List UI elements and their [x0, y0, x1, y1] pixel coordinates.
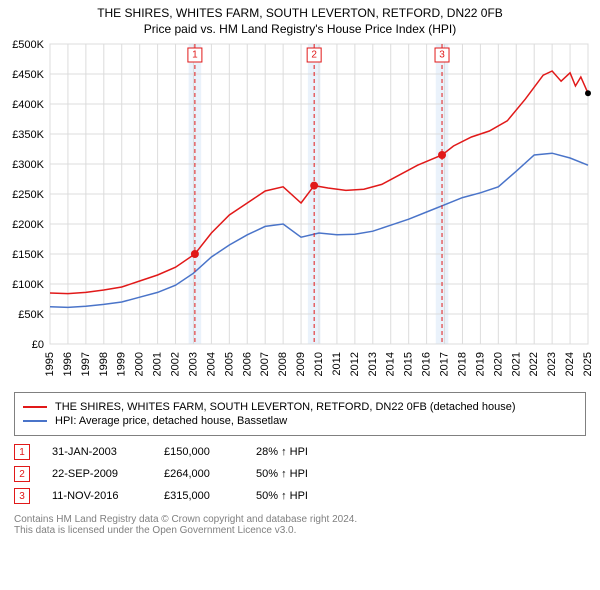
- svg-text:2: 2: [311, 50, 317, 61]
- legend-row: THE SHIRES, WHITES FARM, SOUTH LEVERTON,…: [23, 401, 577, 413]
- svg-text:2018: 2018: [456, 352, 468, 376]
- chart-title: THE SHIRES, WHITES FARM, SOUTH LEVERTON,…: [0, 6, 600, 20]
- svg-text:2024: 2024: [564, 352, 576, 376]
- svg-text:2012: 2012: [349, 352, 361, 376]
- svg-text:2022: 2022: [528, 352, 540, 376]
- event-dot-1: [191, 250, 199, 258]
- svg-text:2006: 2006: [241, 352, 253, 376]
- footer-line-1: Contains HM Land Registry data © Crown c…: [14, 514, 586, 525]
- event-date: 22-SEP-2009: [52, 468, 142, 480]
- svg-text:2003: 2003: [187, 352, 199, 376]
- svg-text:£300K: £300K: [12, 159, 44, 171]
- chart-subtitle: Price paid vs. HM Land Registry's House …: [0, 22, 600, 36]
- svg-text:1996: 1996: [62, 352, 74, 376]
- event-dot-3: [438, 151, 446, 159]
- svg-text:£500K: £500K: [12, 39, 44, 51]
- svg-text:2005: 2005: [223, 352, 235, 376]
- svg-text:2015: 2015: [403, 352, 415, 376]
- svg-text:2017: 2017: [439, 352, 451, 376]
- legend-swatch: [23, 420, 47, 422]
- svg-text:1999: 1999: [116, 352, 128, 376]
- svg-text:2002: 2002: [170, 352, 182, 376]
- event-row: 2 22-SEP-2009 £264,000 50% ↑ HPI: [14, 466, 586, 482]
- svg-text:£400K: £400K: [12, 99, 44, 111]
- event-dot-2: [310, 182, 318, 190]
- svg-text:£0: £0: [32, 339, 44, 351]
- event-number-box: 1: [14, 444, 30, 460]
- chart-titles: THE SHIRES, WHITES FARM, SOUTH LEVERTON,…: [0, 0, 600, 36]
- svg-text:2007: 2007: [259, 352, 271, 376]
- svg-text:£450K: £450K: [12, 69, 44, 81]
- svg-text:2011: 2011: [331, 352, 343, 376]
- event-number-box: 2: [14, 466, 30, 482]
- legend-row: HPI: Average price, detached house, Bass…: [23, 415, 577, 427]
- chart-plot: £0 £50K £100K £150K £200K £250K £300K £350K £400…: [0, 36, 600, 386]
- svg-text:1998: 1998: [98, 352, 110, 376]
- event-price: £315,000: [164, 490, 234, 502]
- chart-container: THE SHIRES, WHITES FARM, SOUTH LEVERTON,…: [0, 0, 600, 536]
- svg-text:2008: 2008: [277, 352, 289, 376]
- svg-text:2001: 2001: [152, 352, 164, 376]
- event-delta: 50% ↑ HPI: [256, 490, 336, 502]
- svg-text:2020: 2020: [492, 352, 504, 376]
- svg-text:2025: 2025: [582, 352, 594, 376]
- svg-text:2023: 2023: [546, 352, 558, 376]
- latest-point-dot: [585, 90, 591, 96]
- event-date: 11-NOV-2016: [52, 490, 142, 502]
- svg-text:2021: 2021: [510, 352, 522, 376]
- events-table: 1 31-JAN-2003 £150,000 28% ↑ HPI 2 22-SEP-200…: [14, 444, 586, 504]
- svg-text:2013: 2013: [367, 352, 379, 376]
- chart-footer: Contains HM Land Registry data © Crown c…: [14, 514, 586, 536]
- svg-text:1: 1: [192, 50, 198, 61]
- svg-text:1997: 1997: [80, 352, 92, 376]
- legend-label: HPI: Average price, detached house, Bass…: [55, 415, 287, 427]
- legend-swatch: [23, 406, 47, 408]
- svg-text:£200K: £200K: [12, 219, 44, 231]
- svg-text:1995: 1995: [44, 352, 56, 376]
- svg-text:2014: 2014: [385, 352, 397, 376]
- event-price: £264,000: [164, 468, 234, 480]
- svg-text:2004: 2004: [205, 352, 217, 376]
- svg-text:2010: 2010: [313, 352, 325, 376]
- svg-text:£50K: £50K: [18, 309, 44, 321]
- footer-line-2: This data is licensed under the Open Gov…: [14, 525, 586, 536]
- legend-label: THE SHIRES, WHITES FARM, SOUTH LEVERTON,…: [55, 401, 516, 413]
- svg-text:2009: 2009: [295, 352, 307, 376]
- svg-text:3: 3: [439, 50, 445, 61]
- svg-text:£150K: £150K: [12, 249, 44, 261]
- svg-text:£100K: £100K: [12, 279, 44, 291]
- event-date: 31-JAN-2003: [52, 446, 142, 458]
- svg-text:2019: 2019: [474, 352, 486, 376]
- event-delta: 50% ↑ HPI: [256, 468, 336, 480]
- event-row: 1 31-JAN-2003 £150,000 28% ↑ HPI: [14, 444, 586, 460]
- event-row: 3 11-NOV-2016 £315,000 50% ↑ HPI: [14, 488, 586, 504]
- svg-text:£350K: £350K: [12, 129, 44, 141]
- svg-text:2016: 2016: [421, 352, 433, 376]
- svg-text:£250K: £250K: [12, 189, 44, 201]
- event-delta: 28% ↑ HPI: [256, 446, 336, 458]
- event-price: £150,000: [164, 446, 234, 458]
- chart-legend: THE SHIRES, WHITES FARM, SOUTH LEVERTON,…: [14, 392, 586, 436]
- svg-text:2000: 2000: [134, 352, 146, 376]
- event-number-box: 3: [14, 488, 30, 504]
